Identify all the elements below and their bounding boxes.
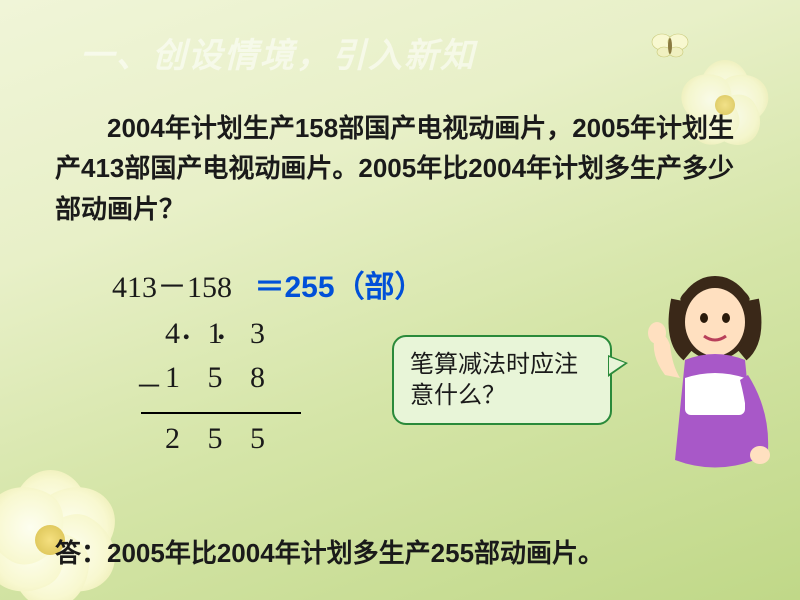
subtraction-line <box>141 412 301 414</box>
borrow-dots: . . <box>165 308 235 352</box>
difference-row: 2 5 5 <box>165 417 275 461</box>
equation-unit: （部） <box>335 271 425 304</box>
section-title: 一、创设情境，引入新知 <box>80 28 476 77</box>
equation-line: 413－158 ＝255（部） <box>112 262 425 306</box>
speech-text: 笔算减法时应注意什么？ <box>410 351 578 409</box>
equation-eq: ＝ <box>255 271 285 304</box>
butterfly-icon <box>650 30 690 60</box>
woman-avatar <box>630 260 790 520</box>
final-answer: 答：2005年比2004年计划多生产255部动画片。 <box>55 533 604 570</box>
vertical-subtraction: . . 4 1 3 － 1 5 8 2 5 5 <box>165 312 275 461</box>
minus-sign: － <box>135 368 163 409</box>
equation-lhs: 413－158 <box>112 271 232 304</box>
problem-text: 2004年计划生产158部国产电视动画片，2005年计划生产413部国产电视动画… <box>55 108 745 229</box>
speech-bubble: 笔算减法时应注意什么？ <box>392 335 612 425</box>
equation-result: 255 <box>285 271 335 304</box>
speech-tail-icon <box>608 355 628 377</box>
problem-body: 2004年计划生产158部国产电视动画片，2005年计划生产413部国产电视动画… <box>55 113 734 224</box>
subtrahend-row: 1 5 8 <box>165 356 275 400</box>
